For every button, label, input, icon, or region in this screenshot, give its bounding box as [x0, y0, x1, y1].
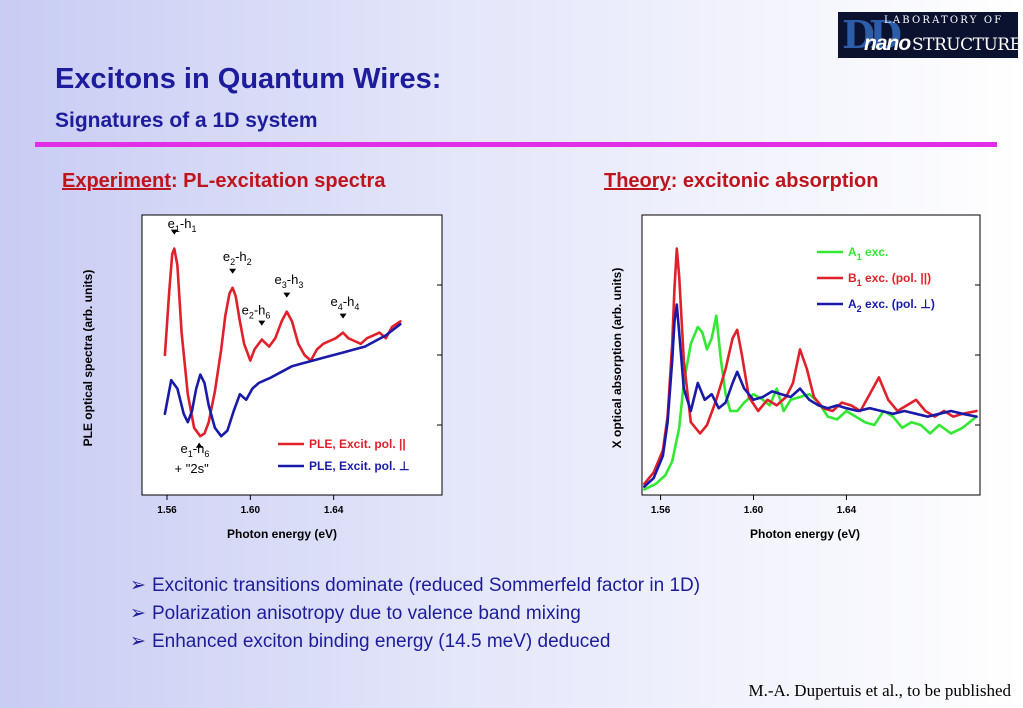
label-subscript: 2 — [857, 304, 862, 314]
page-subtitle: Signatures of a 1D system — [55, 109, 318, 132]
ann-sub: 1 — [188, 449, 193, 459]
x-tick-label: 1.60 — [241, 505, 261, 516]
ann-mid: -h — [254, 302, 266, 317]
absorption-chart: 1.56 1.60 1.64 Photon energy (eV) X optical … — [610, 214, 981, 541]
down-arrow-icon — [258, 320, 266, 326]
title-divider — [35, 142, 997, 147]
plot-frame — [141, 214, 443, 496]
bullet-list: ➢ Excitonic transitions dominate (reduced… — [130, 572, 700, 656]
section-label-theory: Theory — [604, 170, 671, 192]
section-label-experiment: Experiment — [62, 170, 171, 192]
x-axis-label: Photon energy (eV) — [227, 527, 337, 541]
bullet-item: ➢ Enhanced exciton binding energy (14.5 m… — [130, 628, 700, 656]
page-title: Excitons in Quantum Wires: — [55, 63, 442, 95]
ann-base: e — [223, 249, 230, 264]
arrow-bullet-icon: ➢ — [130, 603, 146, 624]
ann-base: e — [275, 272, 282, 287]
legend-entry: B1 exc. (pol. ||) — [848, 271, 931, 288]
ann-sub: 2 — [230, 257, 235, 267]
ann-base: e — [242, 302, 249, 317]
bullet-text: Polarization anisotropy due to valence b… — [152, 603, 581, 624]
logo-structures-text: STRUCTURES — [912, 35, 1023, 55]
ann-mid: -h — [193, 441, 205, 456]
series-line-0 — [643, 314, 978, 491]
label-base: A — [848, 297, 857, 311]
ann-sub: 6 — [265, 310, 270, 320]
peak-annotation: e2-h6 — [242, 302, 271, 320]
label-rest: exc. (pol. ⊥) — [862, 297, 935, 311]
ple-chart: 1.56 1.60 1.64 Photon energy (eV) PLE optica… — [81, 214, 443, 541]
section-heading-experiment: Experiment: PL-excitation spectra — [62, 169, 385, 193]
ann-sub: 3 — [282, 280, 287, 290]
ann-base: e — [181, 441, 188, 456]
section-heading-theory: Theory: excitonic absorption — [604, 169, 879, 193]
ann-sub: 2 — [247, 257, 252, 267]
peak-annotation: e3-h3 — [275, 272, 304, 290]
bullet-item: ➢ Excitonic transitions dominate (reduced… — [130, 572, 700, 600]
bullet-text: Enhanced exciton binding energy (14.5 me… — [152, 631, 611, 652]
ann-sub: 2 — [249, 310, 254, 320]
legend-entry: A1 exc. — [848, 245, 888, 262]
logo-nano-text: nano — [864, 32, 911, 55]
series-line-1 — [163, 322, 402, 438]
ann-sub: 1 — [175, 224, 180, 234]
x-tick-label: 1.64 — [837, 505, 857, 516]
ann-sub: 4 — [338, 302, 343, 312]
arrow-bullet-icon: ➢ — [130, 631, 146, 652]
label-rest: exc. (pol. ||) — [862, 271, 931, 285]
series-line-2 — [643, 303, 978, 488]
label-subscript: 1 — [857, 252, 862, 262]
peak-annotation: e1-h6 — [181, 441, 210, 459]
label-base: A — [848, 245, 857, 259]
label-subscript: 1 — [857, 278, 862, 288]
down-arrow-icon — [339, 313, 347, 319]
series-line-0 — [163, 247, 402, 438]
legend-entry: PLE, Excit. pol. ⊥ — [309, 459, 409, 473]
plot-frame — [641, 214, 981, 496]
down-arrow-icon — [170, 229, 178, 235]
peak-annotation: e1-h1 — [168, 216, 197, 234]
y-axis-label: X optical absorption (arb. units) — [610, 268, 624, 449]
x-tick-label: 1.56 — [651, 505, 671, 516]
series-line-1 — [643, 247, 978, 486]
ann-sub: 3 — [298, 280, 303, 290]
peak-annotation: e2-h2 — [223, 249, 252, 267]
up-arrow-icon — [195, 442, 203, 448]
ann-sub: 1 — [191, 224, 196, 234]
down-arrow-icon — [229, 268, 237, 274]
section-rest-experiment: : PL-excitation spectra — [170, 170, 386, 192]
ann-mid: -h — [235, 249, 247, 264]
x-tick-label: 1.60 — [744, 505, 764, 516]
down-arrow-icon — [283, 292, 291, 298]
ann-mid: -h — [180, 216, 192, 231]
citation: M.-A. Dupertuis et al., to be published — [748, 681, 1011, 700]
bullet-text: Excitonic transitions dominate (reduced … — [152, 575, 701, 596]
legend-entry: A2 exc. (pol. ⊥) — [848, 297, 935, 314]
x-tick-label: 1.64 — [324, 505, 344, 516]
peak-annotation-note: + "2s" — [175, 461, 210, 476]
ann-mid: -h — [287, 272, 299, 287]
arrow-bullet-icon: ➢ — [130, 575, 146, 596]
x-axis-label: Photon energy (eV) — [750, 527, 860, 541]
ann-sub: 4 — [354, 302, 359, 312]
x-tick-label: 1.56 — [157, 505, 177, 516]
label-base: B — [848, 271, 857, 285]
logo-top-text: LABORATORY OF — [884, 15, 1004, 26]
label-rest: exc. — [862, 245, 889, 259]
lab-logo: DD LABORATORY OF nano STRUCTURES — [838, 12, 1023, 58]
bullet-item: ➢ Polarization anisotropy due to valence … — [130, 600, 700, 628]
logo-mark-icon: DD — [842, 12, 902, 57]
ann-base: e — [168, 216, 175, 231]
section-rest-theory: : excitonic absorption — [670, 170, 879, 192]
ann-mid: -h — [343, 294, 355, 309]
y-axis-label: PLE optical spectra (arb. units) — [81, 270, 95, 447]
legend-entry: PLE, Excit. pol. || — [309, 437, 406, 451]
peak-annotation: e4-h4 — [331, 294, 360, 312]
ann-sub: 6 — [204, 449, 209, 459]
ann-base: e — [331, 294, 338, 309]
